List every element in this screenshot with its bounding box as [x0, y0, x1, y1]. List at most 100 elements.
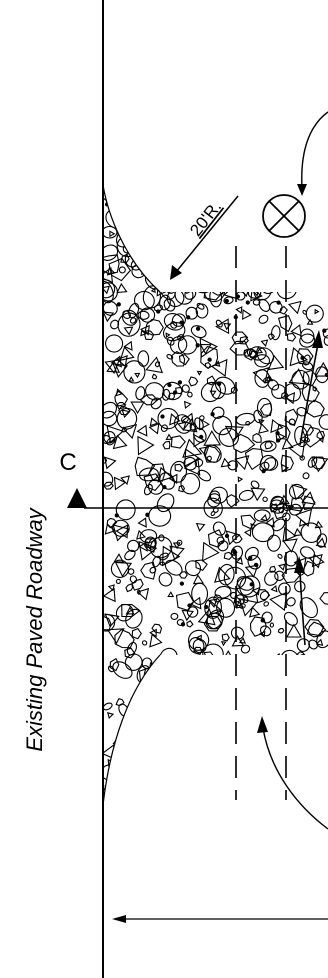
aggregate-stone: [166, 336, 175, 346]
aggregate-stone: [188, 689, 195, 698]
aggregate-stone: [115, 698, 125, 707]
stone-aggregate-pad: [102, 184, 328, 806]
aggregate-stone: [196, 302, 205, 310]
aggregate-stone: [279, 305, 288, 315]
aggregate-stone: [275, 715, 292, 733]
aggregate-stone: [247, 233, 257, 242]
aggregate-stone: [197, 666, 214, 684]
aggregate-stone: [296, 638, 310, 652]
bottom-leader-curve: [262, 727, 328, 830]
aggregate-stone: [124, 653, 143, 672]
aggregate-stone: [116, 780, 125, 786]
aggregate-stone: [154, 238, 168, 251]
aggregate-stone: [146, 217, 168, 237]
aggregate-stone: [103, 280, 114, 304]
aggregate-stone: [148, 768, 168, 788]
aggregate-stone: [144, 330, 155, 341]
aggregate-stone: [281, 438, 294, 450]
aggregate-stone: [232, 533, 243, 544]
aggregate-stone: [252, 432, 262, 443]
aggregate-stone: [184, 661, 189, 666]
aggregate-stone: [165, 332, 171, 338]
aggregate-stone: [245, 230, 266, 249]
aggregate-stone: [246, 348, 257, 358]
aggregate-stone: [141, 657, 153, 670]
aggregate-stone: [311, 191, 326, 211]
aggregate-stone: [141, 640, 148, 646]
aggregate-stone: [137, 350, 150, 367]
aggregate-stone: [212, 415, 233, 436]
dimension-arrowhead-icon: [112, 915, 126, 923]
aggregate-stone: [162, 803, 167, 805]
aggregate-stone: [311, 210, 326, 223]
aggregate-stone: [236, 751, 248, 762]
aggregate-stone: [217, 540, 229, 552]
aggregate-stone: [178, 484, 186, 493]
aggregate-stone: [128, 705, 144, 719]
aggregate-stone: [295, 747, 314, 767]
aggregate-stone: [223, 296, 234, 305]
aggregate-stone: [103, 254, 120, 275]
aggregate-stone: [139, 307, 156, 323]
aggregate-stone: [231, 740, 236, 745]
aggregate-stone: [305, 797, 316, 805]
aggregate-stone: [199, 681, 224, 706]
aggregate-stone: [182, 438, 203, 458]
aggregate-stone: [249, 242, 255, 247]
aggregate-stone: [258, 276, 266, 282]
aggregate-stone: [242, 672, 250, 678]
aggregate-stone: [125, 608, 143, 629]
aggregate-stone: [199, 415, 205, 421]
aggregate-stone: [203, 797, 212, 805]
aggregate-stone: [215, 319, 223, 328]
aggregate-stone: [127, 539, 140, 553]
section-arrow-icon: [67, 488, 87, 508]
aggregate-stone: [270, 584, 278, 593]
aggregate-stone: [176, 202, 181, 207]
aggregate-stone: [157, 466, 173, 483]
aggregate-stone: [199, 337, 218, 358]
aggregate-stone: [269, 652, 282, 666]
aggregate-stone: [316, 430, 325, 440]
aggregate-stone: [170, 460, 187, 483]
aggregate-stone: [169, 545, 185, 561]
aggregate-stone: [227, 460, 238, 471]
aggregate-stone: [263, 701, 282, 715]
aggregate-stone: [151, 623, 163, 634]
aggregate-stone: [103, 311, 115, 323]
aggregate-stone: [120, 253, 130, 263]
aggregate-stone: [214, 566, 231, 583]
aggregate-stone: [254, 346, 263, 354]
aggregate-stone: [193, 279, 212, 294]
aggregate-stone: [147, 252, 170, 274]
aggregate-stone: [304, 759, 324, 780]
aggregate-stone: [249, 272, 266, 288]
aggregate-stone: [249, 582, 254, 587]
aggregate-stone: [170, 435, 186, 449]
aggregate-stone: [240, 514, 257, 530]
aggregate-stone: [148, 422, 160, 435]
aggregate-stone: [154, 779, 171, 799]
aggregate-stone: [103, 587, 116, 603]
aggregate-stone: [150, 749, 158, 758]
aggregate-stone: [222, 768, 227, 773]
aggregate-stone: [170, 612, 179, 620]
aggregate-stone: [132, 226, 140, 233]
aggregate-stone: [308, 269, 328, 292]
leader-arrowhead-icon: [297, 184, 307, 196]
aggregate-stone: [150, 287, 156, 294]
aggregate-stone: [158, 689, 173, 702]
aggregate-stone: [132, 721, 137, 726]
aggregate-stone: [150, 765, 155, 771]
aggregate-stone: [229, 712, 242, 723]
aggregate-stone: [291, 772, 296, 777]
aggregate-stone: [138, 540, 158, 561]
aggregate-stone: [159, 774, 181, 795]
aggregate-stone: [317, 781, 328, 796]
aggregate-stone: [257, 231, 264, 237]
aggregate-stone: [187, 391, 193, 398]
aggregate-stone: [137, 435, 155, 456]
aggregate-stone: [181, 752, 187, 757]
aggregate-stone: [186, 620, 194, 628]
aggregate-stone: [294, 719, 308, 732]
